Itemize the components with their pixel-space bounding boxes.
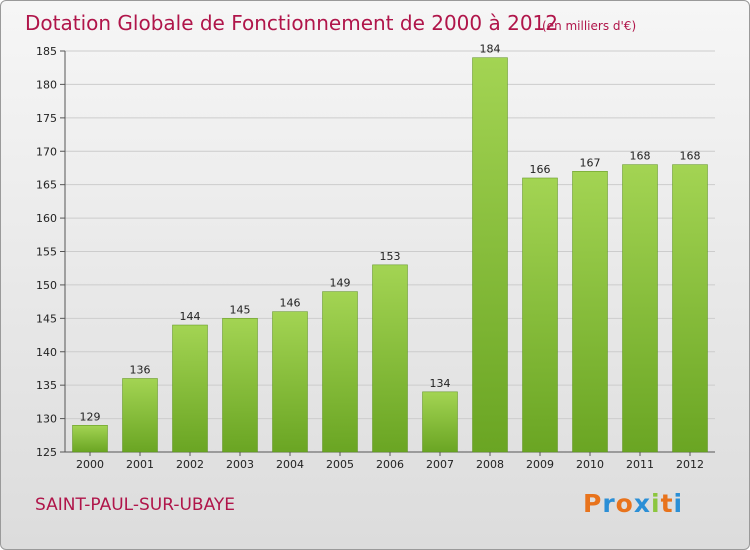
- x-tick-label-2008: 2008: [476, 458, 504, 471]
- bar-2000: [72, 425, 108, 453]
- data-label-2000: 129: [80, 410, 101, 423]
- x-tick-label-2002: 2002: [176, 458, 204, 471]
- bars: 129 136 144 145 146 149 153 134 184 166 167 168 168: [72, 43, 708, 453]
- data-label-2011: 168: [630, 150, 651, 163]
- data-label-2009: 166: [530, 163, 551, 176]
- y-tick-label: 175: [36, 112, 57, 125]
- bar-2002: [172, 324, 208, 453]
- y-tick-label: 185: [36, 45, 57, 58]
- x-tick-label-2000: 2000: [76, 458, 104, 471]
- logo-letter: P: [583, 489, 603, 518]
- chart-title: Dotation Globale de Fonctionnement de 20…: [25, 11, 558, 35]
- bar-2010: [572, 171, 608, 453]
- bar-2011: [622, 164, 658, 453]
- x-tick-label-2001: 2001: [126, 458, 154, 471]
- data-label-2008: 184: [480, 43, 501, 56]
- x-tick-label-2012: 2012: [676, 458, 704, 471]
- y-tick-label: 130: [36, 413, 57, 426]
- bar-2009: [522, 177, 558, 453]
- bar-2012: [672, 164, 708, 453]
- chart-unit-note: (en milliers d'€): [542, 19, 636, 33]
- data-label-2002: 144: [180, 310, 201, 323]
- bar-2001: [122, 378, 158, 453]
- data-label-2005: 149: [330, 277, 351, 290]
- data-label-2004: 146: [280, 297, 301, 310]
- y-tick-label: 135: [36, 379, 57, 392]
- logo-letter: i: [673, 489, 684, 518]
- y-tick-label: 165: [36, 179, 57, 192]
- logo-letter: x: [633, 489, 651, 518]
- y-tick-label: 155: [36, 246, 57, 259]
- y-tick-label: 170: [36, 145, 57, 158]
- x-tick-label-2003: 2003: [226, 458, 254, 471]
- logo-letter: t: [660, 489, 674, 518]
- x-tick-label-2010: 2010: [576, 458, 604, 471]
- bar-2008: [472, 57, 508, 453]
- x-axis-labels: 2000 2001 2002 2003 2004 2005 2006 2007 2008 2009…: [76, 452, 704, 471]
- logo-letter: o: [615, 489, 634, 518]
- bar-2006: [372, 264, 408, 453]
- logo-letter: r: [602, 489, 616, 518]
- y-tick-label: 125: [36, 446, 57, 459]
- x-tick-label-2004: 2004: [276, 458, 304, 471]
- data-label-2006: 153: [380, 250, 401, 263]
- bar-2005: [322, 291, 358, 453]
- x-tick-label-2006: 2006: [376, 458, 404, 471]
- proxiti-logo: Proxiti: [583, 489, 683, 518]
- x-tick-label-2005: 2005: [326, 458, 354, 471]
- bar-2007: [422, 391, 458, 453]
- y-tick-label: 160: [36, 212, 57, 225]
- x-tick-label-2009: 2009: [526, 458, 554, 471]
- bar-2003: [222, 318, 258, 453]
- logo-letter: i: [651, 489, 661, 518]
- y-tick-label: 150: [36, 279, 57, 292]
- bar-2004: [272, 311, 308, 453]
- data-label-2010: 167: [580, 156, 601, 169]
- y-tick-label: 180: [36, 78, 57, 91]
- data-label-2012: 168: [680, 150, 701, 163]
- x-tick-label-2011: 2011: [626, 458, 654, 471]
- data-label-2001: 136: [130, 363, 151, 376]
- data-label-2007: 134: [430, 377, 451, 390]
- x-tick-label-2007: 2007: [426, 458, 454, 471]
- y-tick-label: 140: [36, 346, 57, 359]
- y-tick-label: 145: [36, 312, 57, 325]
- data-label-2003: 145: [230, 303, 251, 316]
- commune-name: SAINT-PAUL-SUR-UBAYE: [35, 495, 235, 515]
